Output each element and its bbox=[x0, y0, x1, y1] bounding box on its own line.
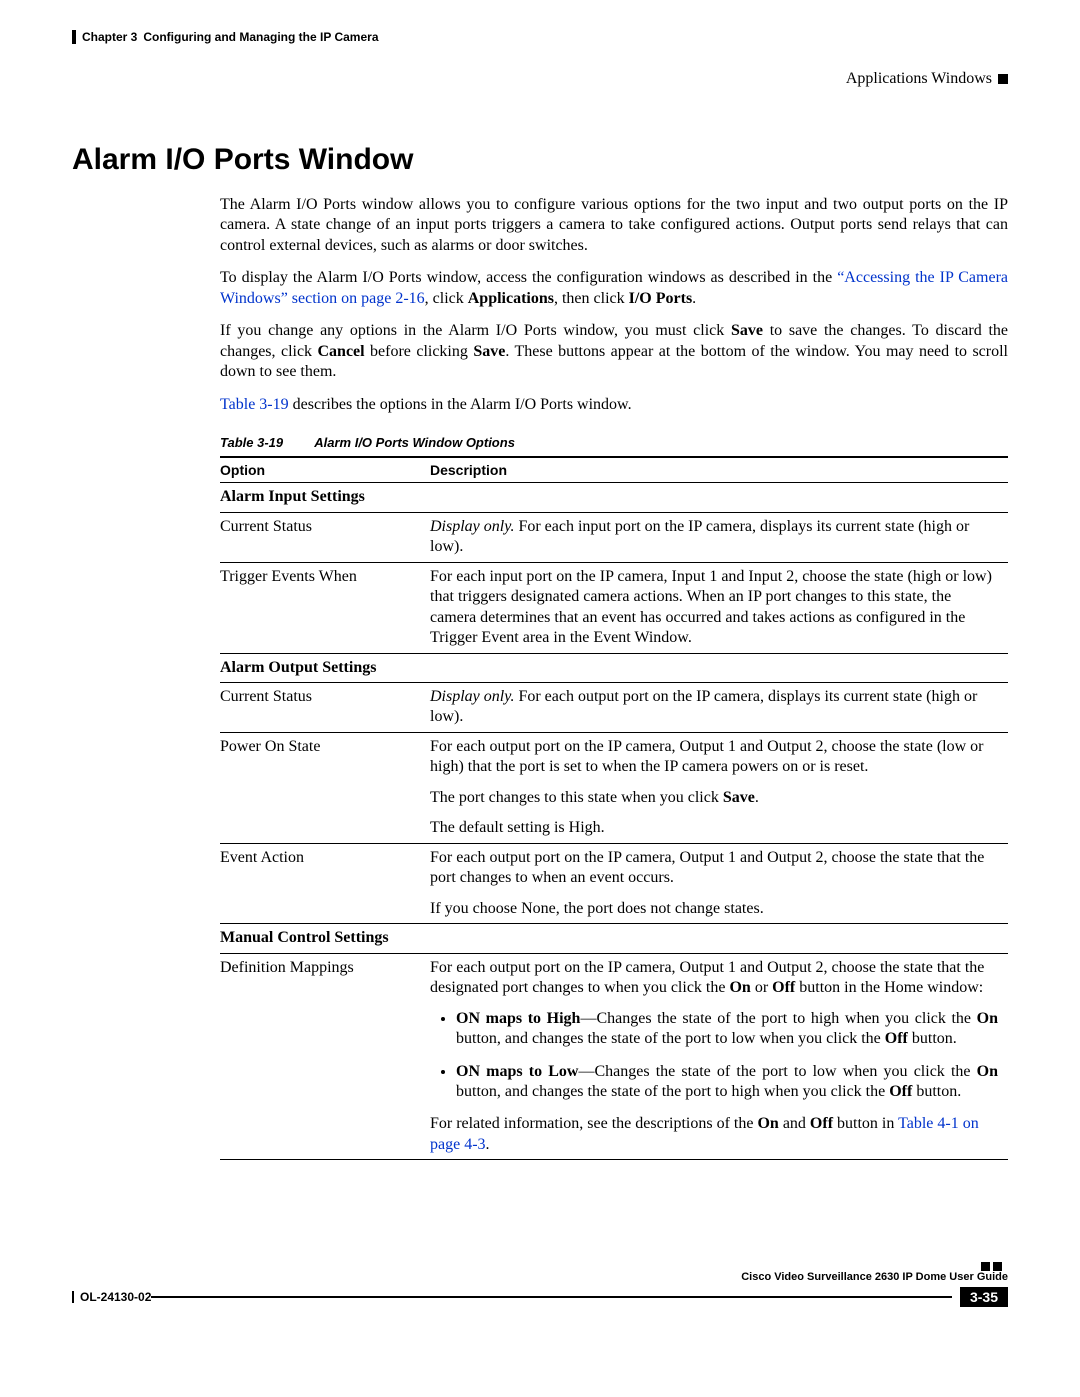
header-right-row: Applications Windows bbox=[72, 52, 1008, 88]
table-caption-title: Alarm I/O Ports Window Options bbox=[314, 435, 515, 450]
page: Chapter 3 Configuring and Managing the I… bbox=[0, 0, 1080, 1337]
footer-left: OL-24130-02 bbox=[72, 1290, 151, 1304]
definition-list: ON maps to High—Changes the state of the… bbox=[430, 1009, 998, 1103]
th-description: Description bbox=[430, 457, 1008, 483]
page-number: 3-35 bbox=[960, 1287, 1008, 1307]
page-footer: Cisco Video Surveillance 2630 IP Dome Us… bbox=[72, 1262, 1008, 1307]
section-alarm-input: Alarm Input Settings bbox=[220, 483, 1008, 512]
link-table-3-19[interactable]: Table 3-19 bbox=[220, 396, 289, 413]
intro-p1: The Alarm I/O Ports window allows you to… bbox=[220, 195, 1008, 256]
footer-sep-icon bbox=[72, 1291, 74, 1303]
table-caption: Table 3-19 Alarm I/O Ports Window Option… bbox=[220, 435, 1008, 450]
th-option: Option bbox=[220, 457, 430, 483]
header-square-icon bbox=[998, 74, 1008, 84]
doc-id: OL-24130-02 bbox=[80, 1290, 151, 1304]
table-caption-num: Table 3-19 bbox=[220, 435, 283, 450]
row-definition-mappings: Definition Mappings For each output port… bbox=[220, 953, 1008, 1160]
row-current-status-input: Current Status Display only. For each in… bbox=[220, 512, 1008, 562]
row-trigger-events: Trigger Events When For each input port … bbox=[220, 562, 1008, 653]
footer-bar: OL-24130-02 3-35 bbox=[72, 1287, 1008, 1307]
row-power-on-state: Power On State For each output port on t… bbox=[220, 732, 1008, 843]
header-left: Chapter 3 Configuring and Managing the I… bbox=[72, 30, 379, 44]
body-text: The Alarm I/O Ports window allows you to… bbox=[220, 195, 1008, 415]
chapter-label: Chapter 3 bbox=[82, 30, 137, 44]
running-header: Chapter 3 Configuring and Managing the I… bbox=[72, 30, 1008, 44]
table-header-row: Option Description bbox=[220, 457, 1008, 483]
section-alarm-output: Alarm Output Settings bbox=[220, 653, 1008, 682]
options-table: Option Description Alarm Input Settings … bbox=[220, 456, 1008, 1160]
footer-rule-row bbox=[72, 1262, 1008, 1271]
footer-book-title: Cisco Video Surveillance 2630 IP Dome Us… bbox=[72, 1271, 1008, 1283]
section-label: Applications Windows bbox=[846, 70, 992, 88]
intro-p2: To display the Alarm I/O Ports window, a… bbox=[220, 268, 1008, 309]
footer-squares-icon bbox=[981, 1262, 1002, 1271]
header-right: Applications Windows bbox=[846, 70, 1008, 88]
chapter-title: Configuring and Managing the IP Camera bbox=[143, 30, 378, 44]
row-event-action: Event Action For each output port on the… bbox=[220, 843, 1008, 923]
list-item-on-low: ON maps to Low—Changes the state of the … bbox=[456, 1062, 998, 1103]
section-manual-control: Manual Control Settings bbox=[220, 924, 1008, 953]
intro-p3: If you change any options in the Alarm I… bbox=[220, 321, 1008, 382]
page-title: Alarm I/O Ports Window bbox=[72, 143, 1008, 177]
row-current-status-output: Current Status Display only. For each ou… bbox=[220, 682, 1008, 732]
header-bar-icon bbox=[72, 30, 76, 44]
intro-p4: Table 3-19 describes the options in the … bbox=[220, 395, 1008, 415]
footer-rule: 3-35 bbox=[151, 1287, 1008, 1307]
list-item-on-high: ON maps to High—Changes the state of the… bbox=[456, 1009, 998, 1050]
